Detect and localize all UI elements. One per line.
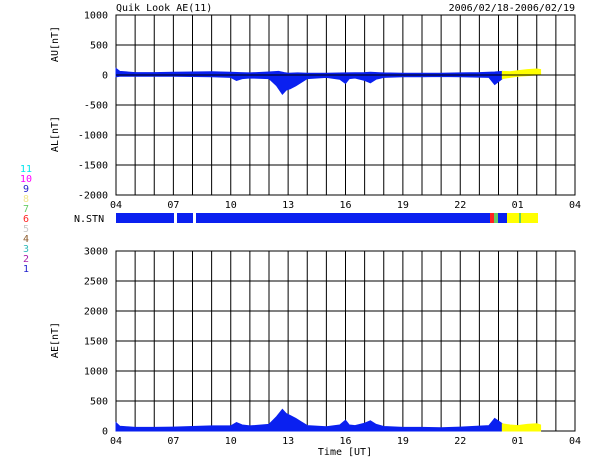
y-tick-label: -1500: [78, 161, 108, 172]
series-area-ae-late: [501, 423, 542, 432]
series-area-au: [115, 67, 503, 76]
y-tick-label: 2000: [84, 307, 108, 318]
au-al-grid: [116, 15, 575, 195]
x-tick-label: 07: [167, 200, 179, 211]
x-tick-label: 22: [454, 436, 466, 447]
station-bar-segment: [494, 213, 498, 223]
y-tick-label: -500: [84, 101, 108, 112]
legend-entry: 3: [23, 244, 29, 255]
au-al-panel: 1000 500 0 -500 -1000 -1500 -2000 04 07 10 13 16 19…: [50, 11, 581, 212]
y-tick-label: 1000: [84, 367, 108, 378]
y-tick-label: 500: [90, 41, 108, 52]
x-tick-label: 01: [512, 200, 524, 211]
x-tick-label: 19: [397, 200, 409, 211]
x-tick-label: 01: [512, 436, 524, 447]
legend-entry: 1: [23, 264, 29, 275]
series-area-ae: [115, 408, 503, 432]
ae-axis-label: AE[nT]: [50, 322, 61, 358]
station-bar-segment: [507, 213, 538, 223]
legend-entry: 11: [20, 164, 32, 175]
series-area-al: [115, 74, 503, 96]
legend-entry: 5: [23, 224, 29, 235]
x-tick-label: 10: [225, 200, 237, 211]
station-label: N.STN: [74, 214, 104, 225]
x-tick-label: 13: [282, 436, 294, 447]
legend-entry: 2: [23, 254, 29, 265]
y-tick-label: 1000: [84, 11, 108, 22]
legend-entry: 10: [20, 174, 32, 185]
y-tick-label: 2500: [84, 277, 108, 288]
au-al-series: [115, 67, 575, 96]
x-tick-label: 10: [225, 436, 237, 447]
x-tick-label: 04: [110, 436, 122, 447]
ae-x-ticks: 04 07 10 13 16 19 22 01 04: [110, 436, 581, 447]
y-tick-label: -1000: [78, 131, 108, 142]
au-al-x-ticks: 04 07 10 13 16 19 22 01 04: [110, 200, 581, 211]
station-bar: [116, 213, 538, 223]
x-tick-label: 04: [569, 436, 581, 447]
legend-entry: 6: [23, 214, 29, 225]
x-tick-label: 04: [569, 200, 581, 211]
ae-grid: [116, 251, 575, 431]
x-tick-label: 07: [167, 436, 179, 447]
date-range: 2006/02/18-2006/02/19: [449, 3, 575, 14]
x-tick-label: 13: [282, 200, 294, 211]
legend-entry: 9: [23, 184, 29, 195]
station-bar-gap: [193, 213, 196, 223]
x-tick-label: 16: [339, 200, 351, 211]
au-al-y-ticks: 1000 500 0 -500 -1000 -1500 -2000: [78, 11, 108, 202]
y-tick-label: 0: [102, 71, 108, 82]
legend-entry: 8: [23, 194, 29, 205]
ae-y-ticks: 3000 2500 2000 1500 1000 500 0: [84, 247, 108, 438]
chart-title: Quik Look AE(11): [116, 3, 212, 14]
x-tick-label: 19: [397, 436, 409, 447]
x-tick-label: 04: [110, 200, 122, 211]
station-bar-segment: [519, 213, 521, 223]
x-axis-label: Time [UT]: [318, 447, 372, 458]
y-tick-label: 1500: [84, 337, 108, 348]
y-tick-label: -2000: [78, 191, 108, 202]
y-tick-label: 3000: [84, 247, 108, 258]
station-bar-main: [116, 213, 490, 223]
legend-entry: 4: [23, 234, 29, 245]
ae-series: [115, 408, 542, 432]
series-area-au-late: [501, 68, 542, 76]
station-bar-gap: [174, 213, 177, 223]
station-bar-segment: [498, 213, 507, 223]
y-tick-label: 0: [102, 427, 108, 438]
x-tick-label: 22: [454, 200, 466, 211]
al-axis-label: AL[nT]: [50, 116, 61, 152]
x-tick-label: 16: [339, 436, 351, 447]
station-bar-segment: [490, 213, 494, 223]
au-axis-label: AU[nT]: [50, 26, 61, 62]
y-tick-label: 500: [90, 397, 108, 408]
legend-entry: 7: [23, 204, 29, 215]
